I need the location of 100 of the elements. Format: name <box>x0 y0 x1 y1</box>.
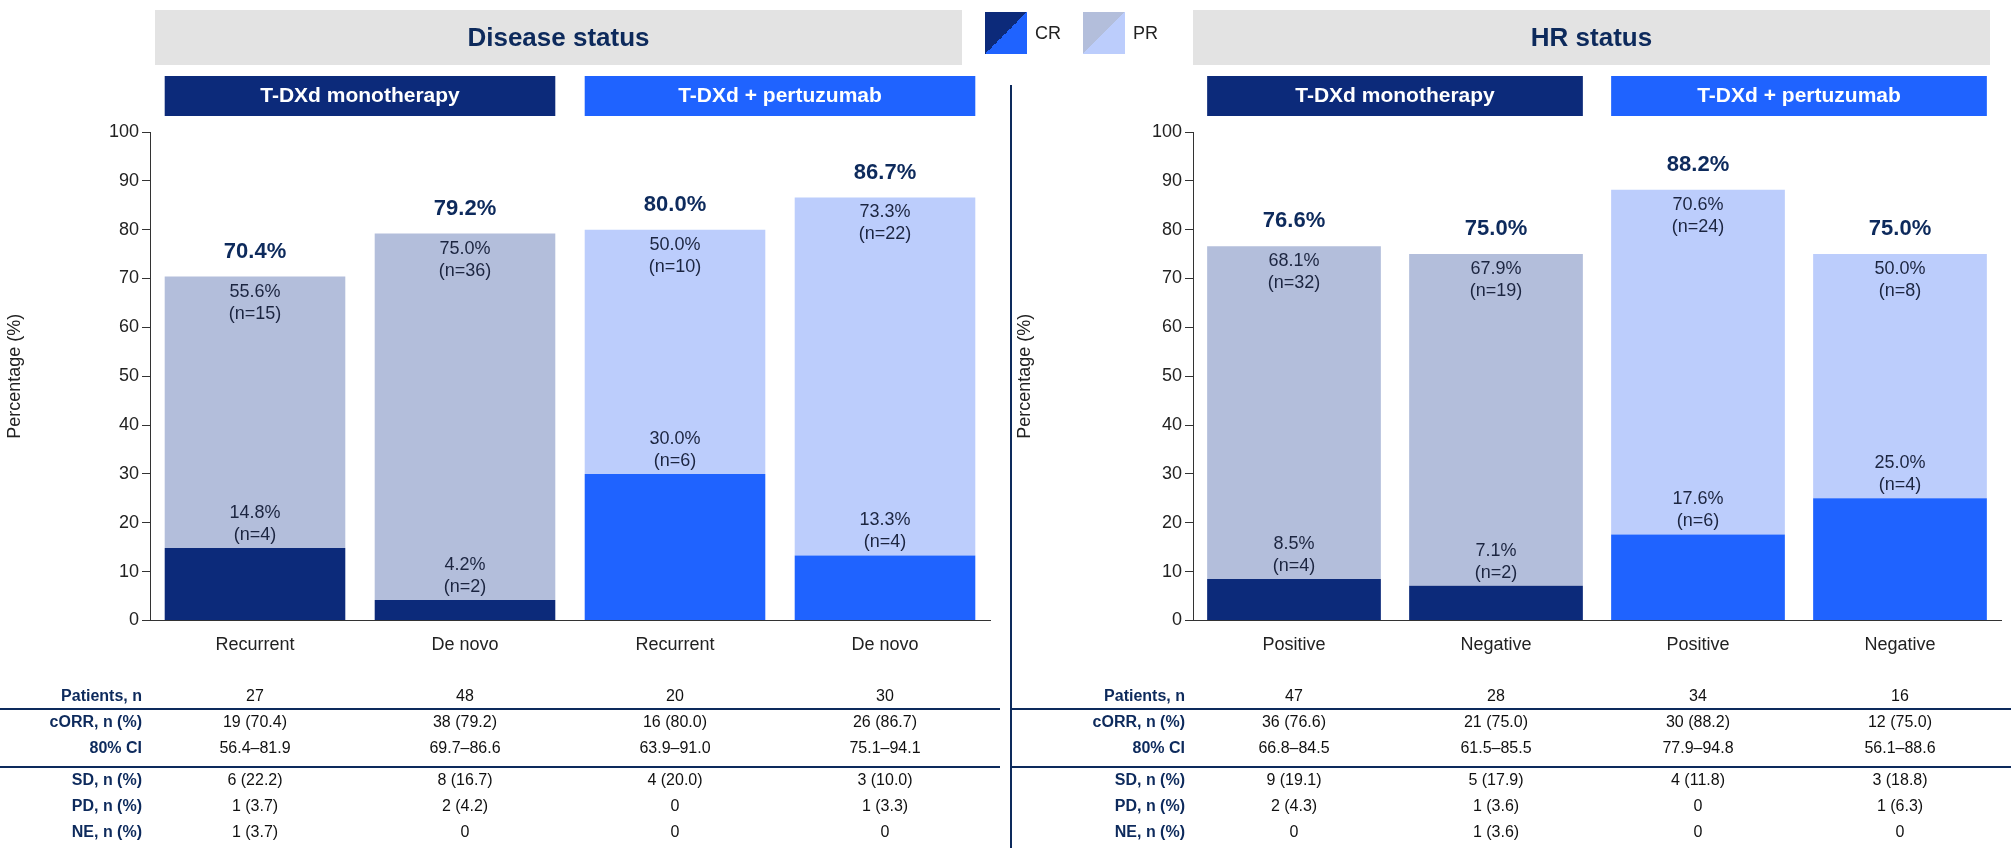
text: 34 <box>1688 687 1708 705</box>
data-label: 75.0% (n=36) <box>438 237 492 280</box>
text: 80% CI <box>1131 739 1186 757</box>
total-label: 86.7% <box>853 158 917 184</box>
y-tick-label: 80 <box>1161 218 1182 239</box>
text: T-DXd + pertuzumab <box>678 82 882 106</box>
data-label: 30.0% (n=6) <box>649 427 701 470</box>
total-label: 70.4% <box>223 237 287 263</box>
y-tick-label: 80 <box>118 218 139 239</box>
bar <box>164 276 346 549</box>
data-label: 13.3% (n=4) <box>859 509 911 552</box>
text: SD, n (%) <box>70 771 143 789</box>
text: 12 (75.0) <box>1866 713 1933 731</box>
text: 0 <box>879 823 891 841</box>
text: 77.9–94.8 <box>1661 739 1735 757</box>
data-label: 67.9% (n=19) <box>1469 258 1523 301</box>
text: NE, n (%) <box>1113 823 1186 841</box>
text: 21 (75.0) <box>1462 713 1529 731</box>
text: T-DXd monotherapy <box>260 82 461 106</box>
y-tick-label: 70 <box>118 267 139 288</box>
total-label: 75.0% <box>1868 215 1932 241</box>
text: 0 <box>1692 823 1704 841</box>
x-tick-label: Recurrent <box>635 634 715 655</box>
text: 0 <box>1692 797 1704 815</box>
text: T-DXd monotherapy <box>1295 82 1496 106</box>
text: PD, n (%) <box>1113 797 1186 815</box>
text: 69.7–86.6 <box>428 739 502 757</box>
text: 20 <box>665 687 685 705</box>
y-tick-label: 90 <box>118 169 139 190</box>
text: 61.5–85.5 <box>1459 739 1533 757</box>
text: 1 (3.6) <box>1471 797 1521 815</box>
y-tick-label: 60 <box>118 316 139 337</box>
text: 48 <box>455 687 475 705</box>
y-tick-label: 50 <box>1161 365 1182 386</box>
text: T-DXd + pertuzumab <box>1697 82 1901 106</box>
chart-title: Disease status <box>155 10 962 65</box>
y-tick-label: 40 <box>1161 414 1182 435</box>
text: 0 <box>669 797 681 815</box>
data-label: 55.6% (n=15) <box>228 280 282 323</box>
y-tick-label: 100 <box>108 120 139 141</box>
y-tick-label: 50 <box>118 365 139 386</box>
text: 66.8–84.5 <box>1257 739 1331 757</box>
text: 56.1–88.6 <box>1863 739 1937 757</box>
text: 63.9–91.0 <box>638 739 712 757</box>
text: 80% CI <box>88 739 143 757</box>
y-tick-label: 0 <box>128 609 139 630</box>
x-tick-label: Recurrent <box>215 634 295 655</box>
text: 3 (18.8) <box>1871 771 1929 789</box>
bar <box>794 555 976 620</box>
text: 3 (10.0) <box>856 771 914 789</box>
bar <box>584 473 766 620</box>
bar <box>584 229 766 474</box>
text: 38 (79.2) <box>431 713 498 731</box>
y-tick-label: 40 <box>118 414 139 435</box>
y-axis-title: Percentage (%) <box>3 313 24 439</box>
text: 1 (3.7) <box>230 797 280 815</box>
text: 8 (16.7) <box>436 771 494 789</box>
text: 30 (88.2) <box>1664 713 1731 731</box>
text: 56.4–81.9 <box>218 739 292 757</box>
text: 2 (4.3) <box>1269 797 1319 815</box>
data-label: 4.2% (n=2) <box>443 553 487 596</box>
text: 26 (86.7) <box>851 713 918 731</box>
text: cORR, n (%) <box>1091 713 1186 731</box>
bar <box>164 548 346 620</box>
data-label: 25.0% (n=4) <box>1874 452 1926 495</box>
data-label: 50.0% (n=10) <box>648 233 702 276</box>
text: 4 (20.0) <box>646 771 704 789</box>
y-tick-label: 30 <box>1161 462 1182 483</box>
bar <box>1207 246 1381 579</box>
y-axis-title: Percentage (%) <box>1013 313 1034 439</box>
bar <box>374 599 556 620</box>
bar <box>1813 498 1987 620</box>
total-label: 79.2% <box>433 194 497 220</box>
text: 5 (17.9) <box>1467 771 1525 789</box>
total-label: 88.2% <box>1666 150 1730 176</box>
x-tick-label: Negative <box>1864 634 1936 655</box>
x-tick-label: Positive <box>1262 634 1326 655</box>
legend-label: CR <box>1035 22 1061 44</box>
y-tick-label: 20 <box>1161 511 1182 532</box>
bar <box>374 233 556 600</box>
text: 30 <box>875 687 895 705</box>
data-label: 7.1% (n=2) <box>1474 539 1518 582</box>
text: 4 (11.8) <box>1670 771 1726 789</box>
text: 1 (3.3) <box>860 797 910 815</box>
bar <box>1611 189 1785 535</box>
bar <box>1813 254 1987 499</box>
text: cORR, n (%) <box>48 713 143 731</box>
text: 6 (22.2) <box>226 771 284 789</box>
data-label: 50.0% (n=8) <box>1874 258 1926 301</box>
text: Patients, n <box>60 687 143 705</box>
text: 1 (6.3) <box>1875 797 1925 815</box>
x-tick-label: Positive <box>1666 634 1730 655</box>
data-label: 73.3% (n=22) <box>858 201 912 244</box>
text: 0 <box>1288 823 1300 841</box>
y-tick-label: 90 <box>1161 169 1182 190</box>
text: 75.1–94.1 <box>848 739 922 757</box>
text: SD, n (%) <box>1113 771 1186 789</box>
text: 2 (4.2) <box>440 797 490 815</box>
data-label: 17.6% (n=6) <box>1672 488 1724 531</box>
data-label: 14.8% (n=4) <box>229 502 281 545</box>
